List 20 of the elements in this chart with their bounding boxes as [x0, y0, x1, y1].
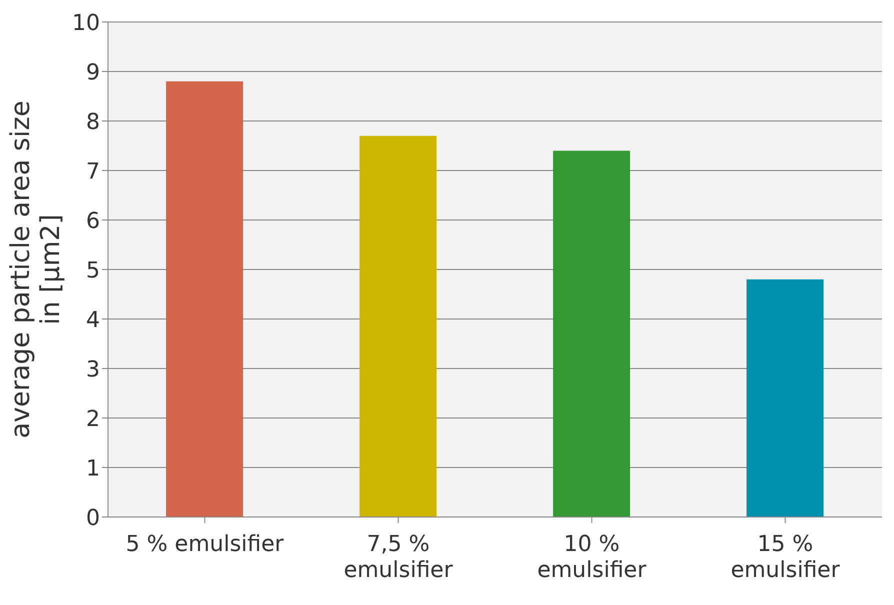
- y-tick-label: 9: [86, 60, 100, 86]
- y-axis-title: average particle area size in [µm2]: [6, 100, 66, 438]
- x-tick-label: 7,5 % emulsifier: [344, 532, 454, 583]
- y-tick-label: 6: [86, 208, 100, 234]
- bar: [746, 279, 824, 517]
- y-tick-label: 2: [86, 406, 100, 432]
- bar: [166, 81, 244, 517]
- y-tick-label: 3: [86, 357, 100, 382]
- x-tick-label: 5 % emulsifier: [126, 532, 285, 557]
- y-tick-label: 4: [86, 308, 100, 333]
- bar: [360, 136, 437, 517]
- y-tick-label: 8: [86, 110, 100, 135]
- y-tick-label: 7: [86, 159, 100, 184]
- x-tick-label: 10 % emulsifier: [537, 532, 648, 583]
- y-tick-label: 0: [86, 506, 100, 531]
- y-tick-label: 5: [86, 258, 100, 284]
- bar: [553, 150, 630, 517]
- y-tick-label: 10: [72, 10, 100, 36]
- x-tick-label: 15 % emulsifier: [730, 532, 841, 583]
- y-tick-label: 1: [86, 456, 100, 482]
